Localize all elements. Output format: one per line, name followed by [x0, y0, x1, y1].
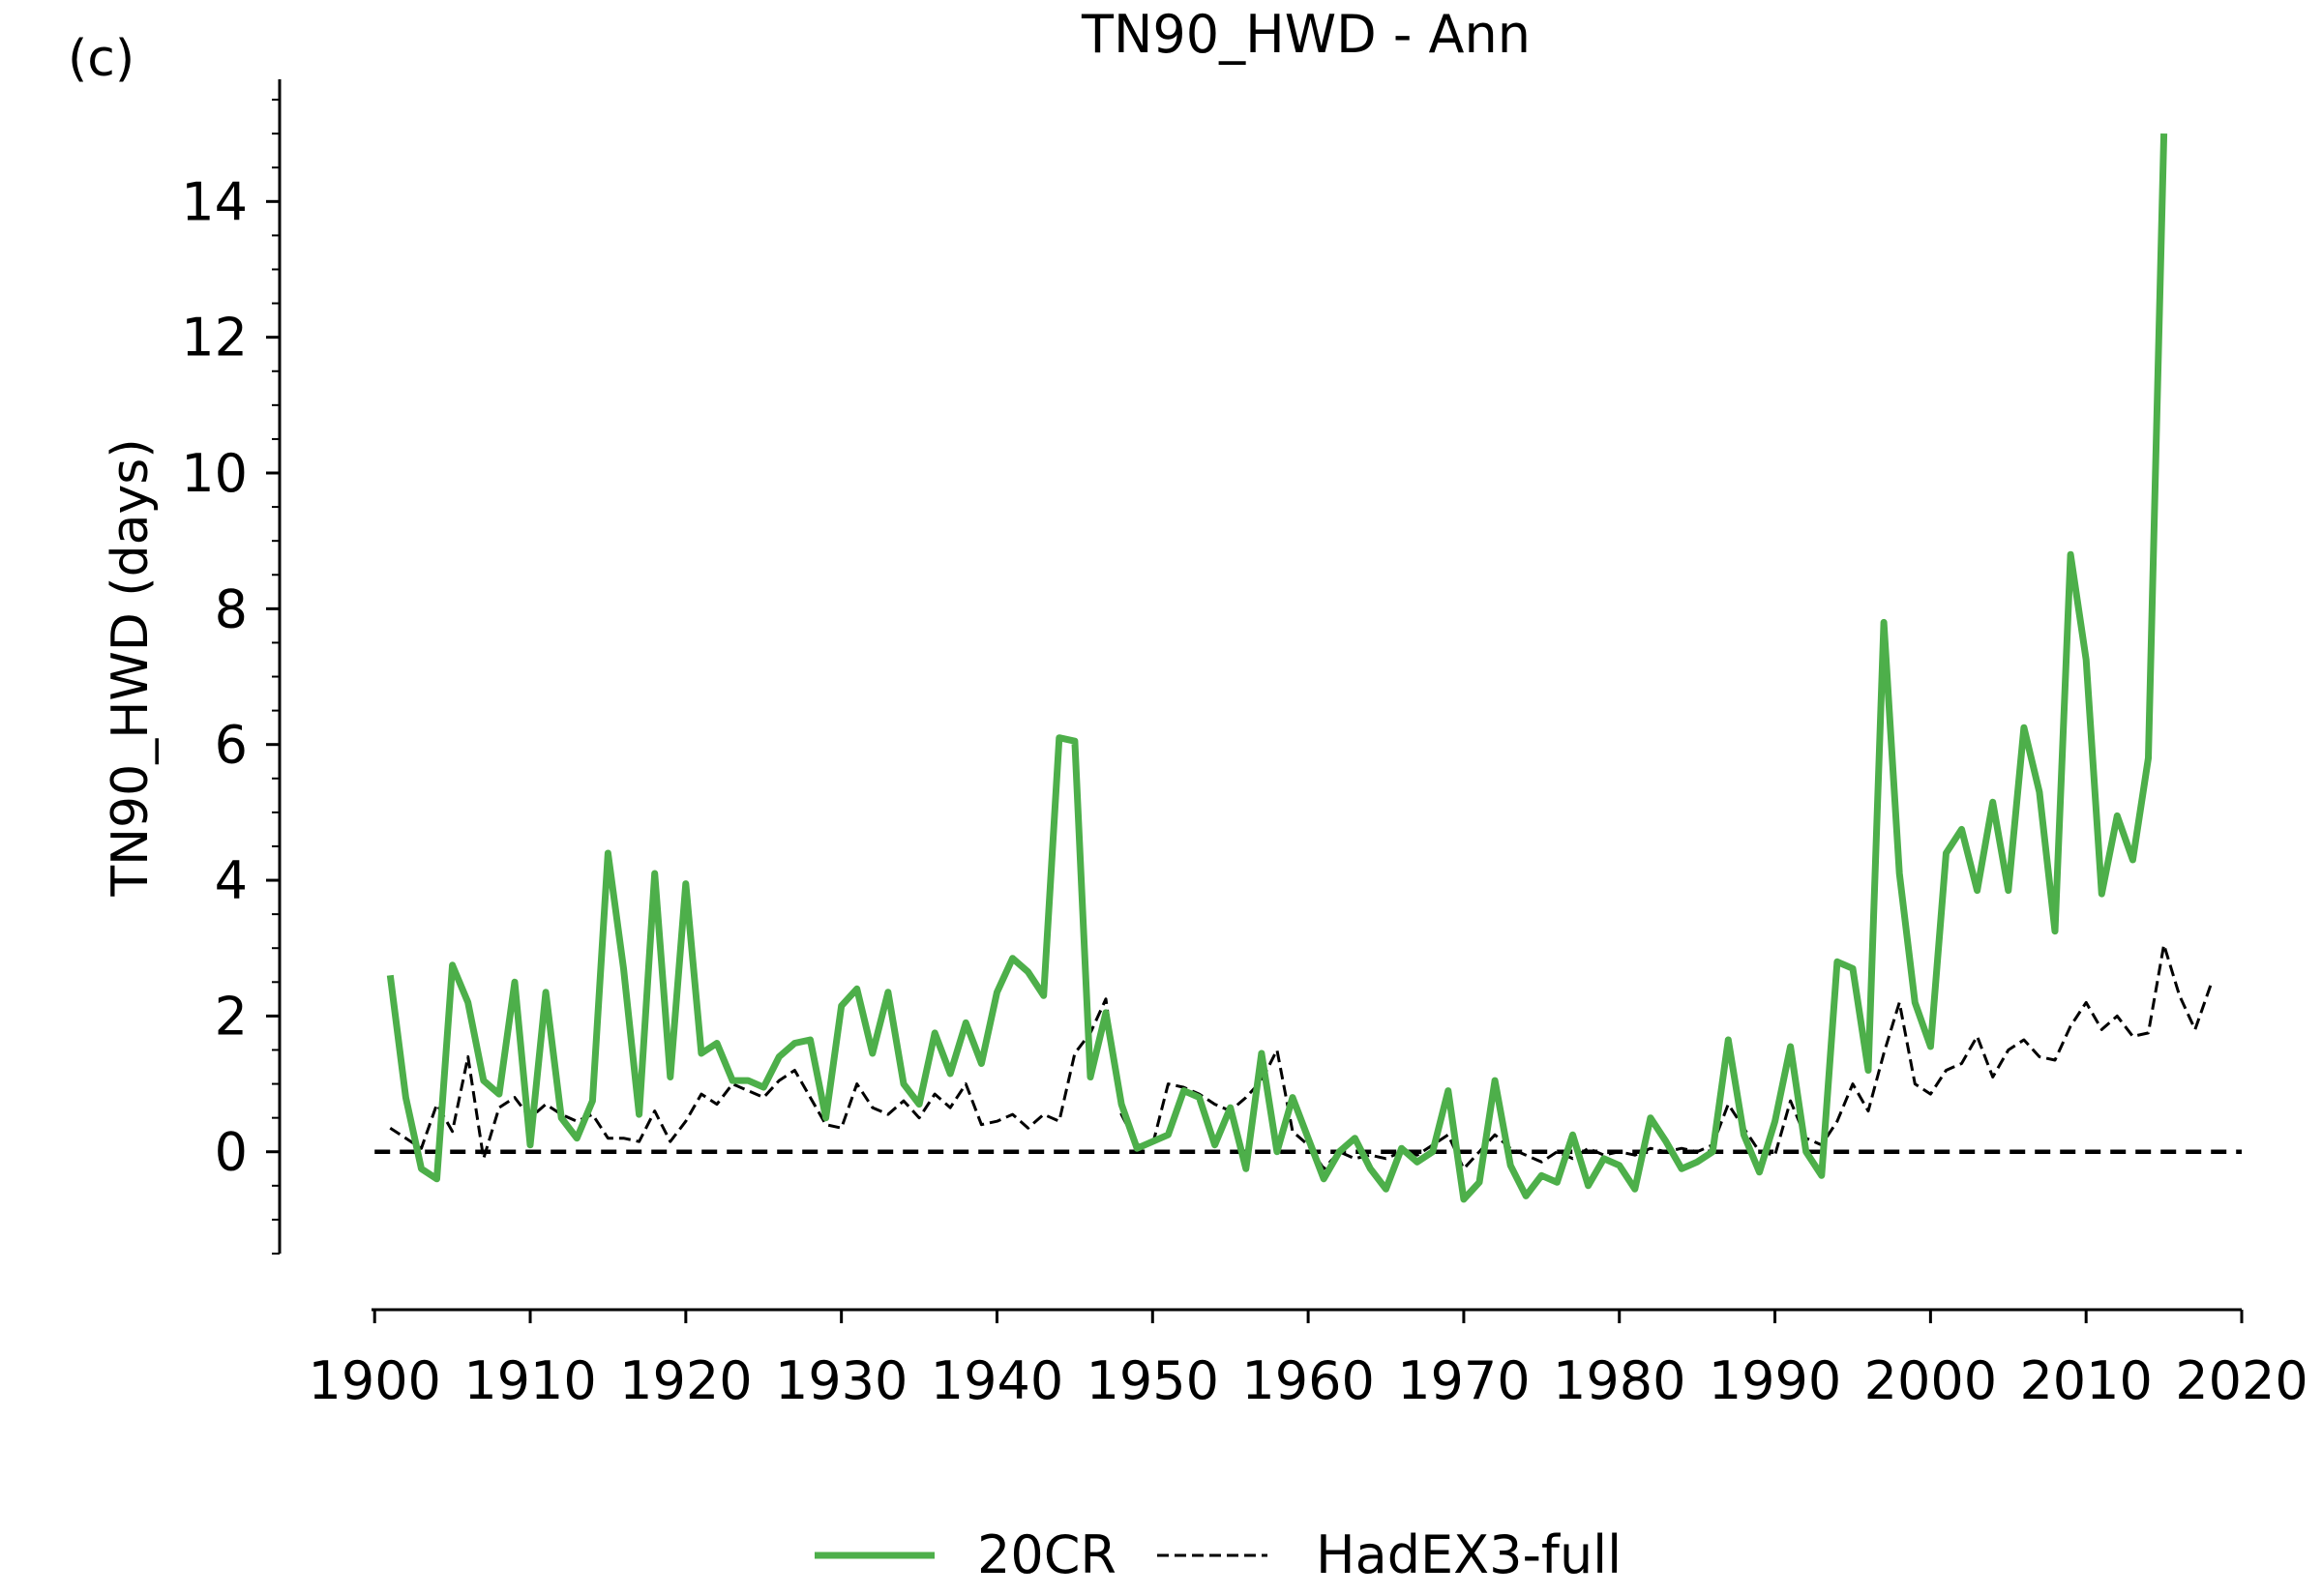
x-axis: 1900 1910 1920 1930 1940 1950 1960 1970 1980 1990… [308, 1308, 2308, 1411]
x-ticks: 1900 1910 1920 1930 1940 1950 1960 1970 1980 1990… [308, 1310, 2308, 1411]
x-tick-label: 1990 [1709, 1350, 1841, 1411]
series-line-20cr [386, 133, 2168, 1203]
y-ticks: 0 2 4 6 8 10 12 14 [181, 99, 280, 1255]
x-tick-label: 1940 [931, 1350, 1063, 1411]
x-tick-label: 1950 [1087, 1350, 1219, 1411]
panel-label: (c) [68, 30, 134, 88]
legend: 20CR HadEX3-full [815, 1524, 1622, 1585]
y-axis: 0 2 4 6 8 10 12 14 [181, 79, 282, 1255]
x-tick-label: 1980 [1553, 1350, 1685, 1411]
x-tick-label: 1910 [463, 1350, 596, 1411]
x-tick-label: 1900 [308, 1350, 440, 1411]
y-tick-label: 12 [181, 308, 248, 369]
series-line-hadex3-full [389, 943, 2213, 1170]
x-tick-label: 1930 [775, 1350, 908, 1411]
x-tick-label: 2000 [1864, 1350, 1997, 1411]
y-tick-label: 8 [215, 578, 248, 639]
legend-label-hadex3-full: HadEX3-full [1316, 1524, 1622, 1585]
y-axis-label: TN90_HWD (days) [102, 438, 160, 897]
x-tick-label: 1960 [1241, 1350, 1374, 1411]
y-tick-label: 14 [181, 171, 248, 232]
y-tick-label: 6 [215, 715, 248, 776]
y-tick-label: 10 [181, 443, 248, 504]
x-tick-label: 1970 [1397, 1350, 1530, 1411]
y-tick-label: 0 [215, 1122, 248, 1183]
x-tick-label: 2020 [2175, 1350, 2307, 1411]
x-tick-label: 1920 [619, 1350, 752, 1411]
legend-label-20cr: 20CR [977, 1524, 1116, 1585]
y-tick-label: 4 [215, 850, 248, 911]
y-tick-label: 2 [215, 986, 248, 1047]
x-tick-label: 2010 [2019, 1350, 2152, 1411]
plot-series [386, 133, 2213, 1203]
chart-title: TN90_HWD - Ann [1081, 4, 1531, 65]
